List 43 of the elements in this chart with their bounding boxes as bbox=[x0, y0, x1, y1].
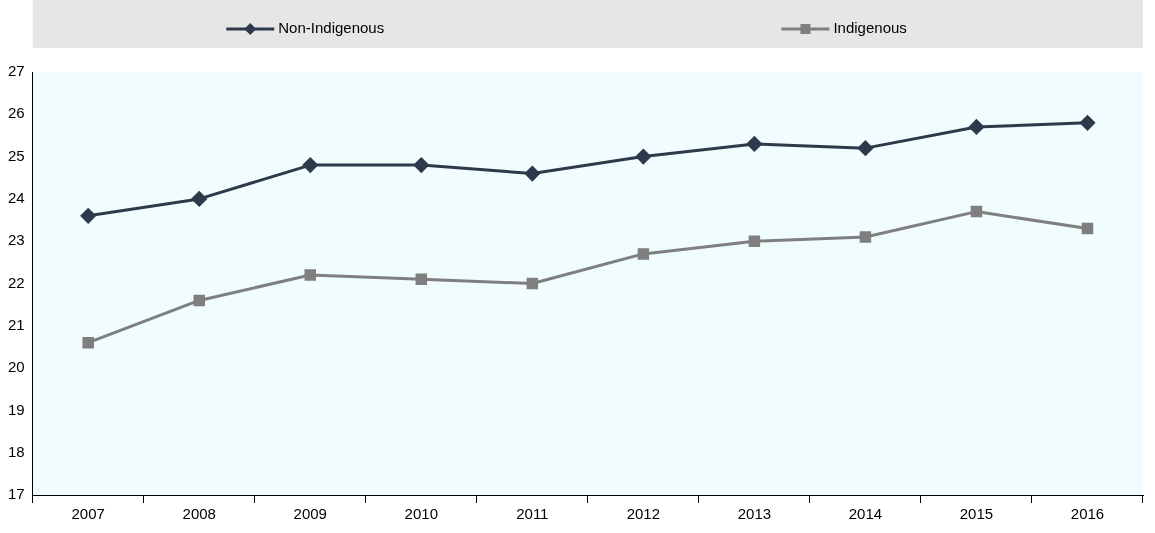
point bbox=[635, 149, 651, 165]
point bbox=[415, 273, 428, 286]
point bbox=[524, 166, 540, 182]
point bbox=[859, 231, 872, 243]
y-tick-label: 18 bbox=[8, 442, 25, 460]
point bbox=[82, 336, 94, 349]
point bbox=[193, 294, 205, 307]
x-tick-label: 2010 bbox=[404, 505, 438, 523]
point bbox=[1079, 115, 1095, 131]
point bbox=[968, 119, 984, 135]
y-tick-label: 21 bbox=[8, 315, 25, 333]
y-tick-label: 27 bbox=[8, 62, 25, 80]
point bbox=[1081, 222, 1094, 235]
y-tick-label: 25 bbox=[8, 146, 25, 164]
x-tick-label: 2016 bbox=[1070, 505, 1105, 523]
legend-label: Indigenous bbox=[833, 19, 907, 37]
y-tick-label: 24 bbox=[8, 189, 25, 207]
point bbox=[80, 208, 96, 224]
x-tick-label: 2012 bbox=[626, 505, 661, 523]
x-tick-label: 2009 bbox=[293, 505, 327, 523]
x-tick-label: 2014 bbox=[848, 505, 883, 523]
y-tick-label: 19 bbox=[8, 400, 25, 418]
x-tick-label: 2007 bbox=[71, 505, 105, 523]
point bbox=[302, 157, 318, 173]
point bbox=[746, 136, 762, 152]
x-tick-label: 2015 bbox=[959, 505, 994, 523]
y-tick-label: 17 bbox=[8, 485, 25, 503]
y-tick-label: 22 bbox=[8, 273, 25, 291]
point bbox=[191, 191, 207, 207]
y-tick-label: 23 bbox=[8, 231, 25, 249]
point bbox=[413, 157, 429, 173]
point bbox=[526, 277, 539, 290]
x-tick-label: 2011 bbox=[516, 505, 549, 523]
x-tick-label: 2013 bbox=[737, 505, 772, 523]
legend-label: Non-Indigenous bbox=[278, 19, 385, 37]
point bbox=[637, 248, 650, 260]
y-tick-label: 26 bbox=[8, 104, 25, 122]
point bbox=[857, 140, 873, 156]
point bbox=[748, 235, 761, 247]
point bbox=[970, 205, 983, 218]
y-tick-label: 20 bbox=[8, 358, 25, 376]
x-tick-label: 2008 bbox=[182, 505, 216, 523]
point bbox=[304, 269, 317, 281]
